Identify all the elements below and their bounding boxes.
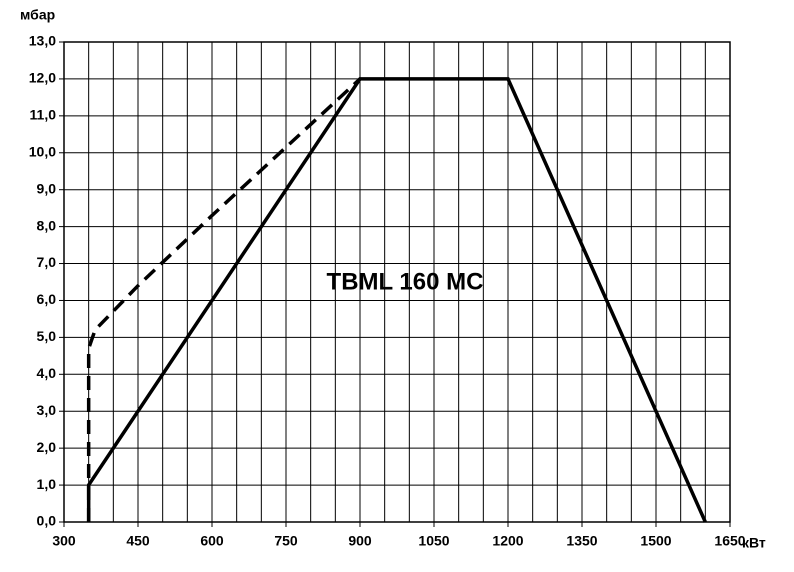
- x-tick-label: 1050: [418, 533, 449, 549]
- y-tick-label: 12,0: [29, 70, 56, 86]
- y-axis-label: мбар: [20, 7, 55, 23]
- curve: [86, 77, 362, 522]
- x-tick-label: 1500: [640, 533, 671, 549]
- y-tick-label: 13,0: [29, 33, 56, 49]
- x-tick-label: 1650: [714, 533, 745, 549]
- x-tick-label: 1350: [566, 533, 597, 549]
- y-tick-label: 6,0: [37, 291, 57, 307]
- y-tick-label: 1,0: [37, 476, 57, 492]
- plot-frame: [63, 41, 731, 523]
- x-axis-label: кВт: [742, 535, 766, 551]
- y-tick-label: 5,0: [37, 328, 57, 344]
- y-tick-label: 8,0: [37, 217, 57, 233]
- y-tick-label: 2,0: [37, 439, 57, 455]
- x-tick-label: 450: [126, 533, 150, 549]
- y-tick-label: 7,0: [37, 254, 57, 270]
- x-tick-label: 1200: [492, 533, 523, 549]
- x-tick-label: 750: [274, 533, 298, 549]
- y-tick-label: 9,0: [37, 180, 57, 196]
- x-tick-label: 600: [200, 533, 224, 549]
- x-tick-label: 300: [52, 533, 76, 549]
- y-tick-label: 0,0: [37, 513, 57, 529]
- y-tick-label: 11,0: [30, 107, 57, 123]
- annotation: TBML 160 MC: [327, 268, 484, 295]
- y-tick-label: 4,0: [37, 365, 57, 381]
- y-tick-label: 10,0: [29, 143, 56, 159]
- y-tick-label: 3,0: [37, 402, 57, 418]
- x-tick-label: 900: [348, 533, 372, 549]
